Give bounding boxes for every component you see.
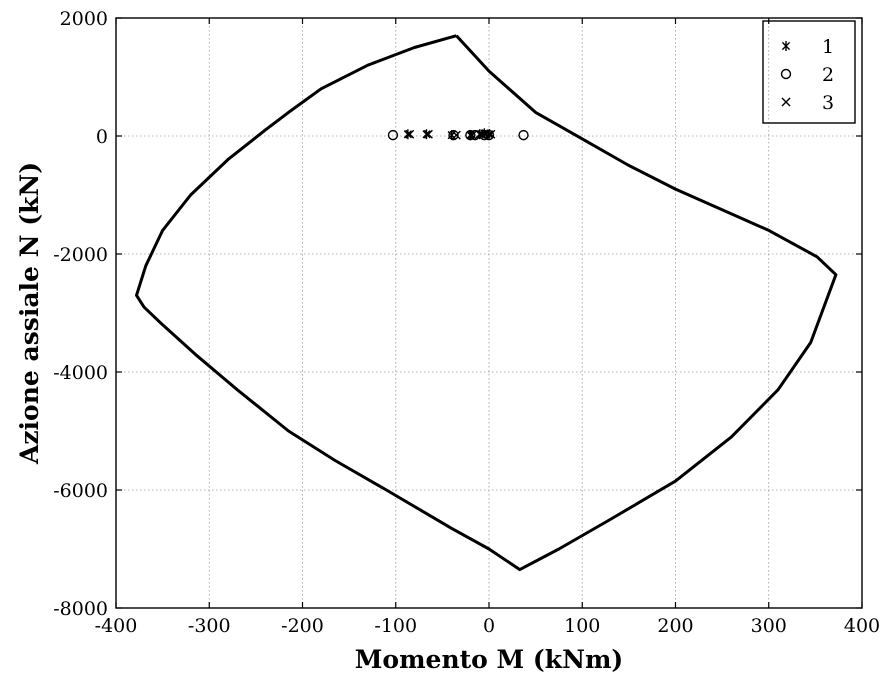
data-points: [387, 128, 529, 141]
x-tick-label: -200: [281, 615, 324, 637]
legend-marker-1: [781, 41, 791, 51]
x-tick-label: 100: [564, 615, 600, 637]
y-tick-label: -2000: [53, 244, 108, 266]
x-axis-title: Momento M (kNm): [355, 645, 623, 674]
x-tick-label: -400: [95, 615, 138, 637]
legend: 1 2 3: [762, 20, 856, 124]
data-point-series-2: [387, 129, 399, 141]
legend-label-2: 2: [822, 64, 834, 86]
y-axis-title: Azione assiale N (kN): [15, 162, 44, 465]
data-point-series-1: [403, 129, 412, 140]
x-tick-label: 0: [483, 615, 495, 637]
legend-box: [762, 20, 856, 124]
interaction-domain-curve-group: [135, 34, 838, 572]
y-tick-label: 2000: [60, 8, 108, 30]
legend-marker-2: [780, 68, 792, 80]
legend-label-3: 3: [822, 92, 834, 114]
data-point-series-1: [422, 129, 431, 140]
data-point-series-3: [467, 130, 477, 140]
x-tick-label: 200: [657, 615, 693, 637]
x-tick-label: -300: [188, 615, 231, 637]
data-point-series-2: [465, 129, 476, 141]
data-point-series-2: [518, 129, 529, 141]
x-tick-label: -100: [374, 615, 417, 637]
data-point-series-3: [486, 129, 496, 139]
interaction-domain-curve: [135, 34, 838, 572]
data-point-series-3: [405, 129, 415, 139]
x-tick-label: 400: [844, 615, 880, 637]
y-tick-label: -6000: [53, 480, 108, 502]
ticks: -400 -300 -200 -100 0 100 200 300 400 -8000 -6000 -…: [53, 8, 880, 637]
x-tick-label: 300: [751, 615, 787, 637]
y-tick-label: -4000: [53, 362, 108, 384]
data-point-series-3: [451, 130, 461, 140]
data-point-series-3: [423, 129, 433, 139]
legend-label-1: 1: [822, 36, 834, 58]
y-tick-label: 0: [96, 126, 108, 148]
grid: [116, 18, 862, 608]
legend-marker-3: [781, 97, 791, 107]
y-tick-label: -8000: [53, 598, 108, 620]
data-point-series-2: [448, 129, 459, 141]
